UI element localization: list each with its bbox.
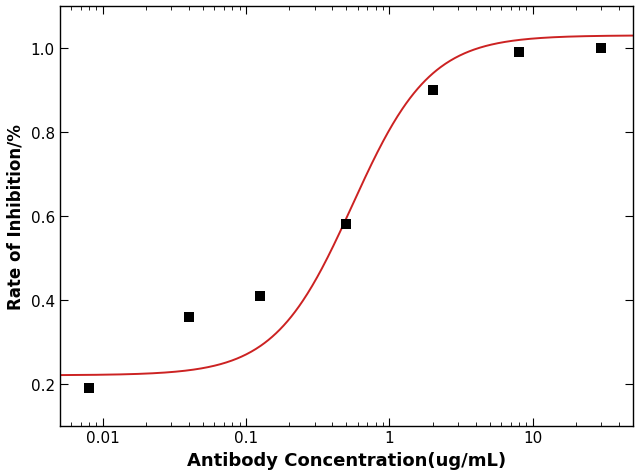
Point xyxy=(184,313,194,321)
Y-axis label: Rate of Inhibition/%: Rate of Inhibition/% xyxy=(7,124,25,309)
Point xyxy=(596,45,606,53)
Point xyxy=(84,384,94,392)
X-axis label: Antibody Concentration(ug/mL): Antibody Concentration(ug/mL) xyxy=(187,451,506,469)
Point xyxy=(428,87,438,95)
Point xyxy=(514,49,524,57)
Point xyxy=(255,292,265,300)
Point xyxy=(341,221,351,228)
